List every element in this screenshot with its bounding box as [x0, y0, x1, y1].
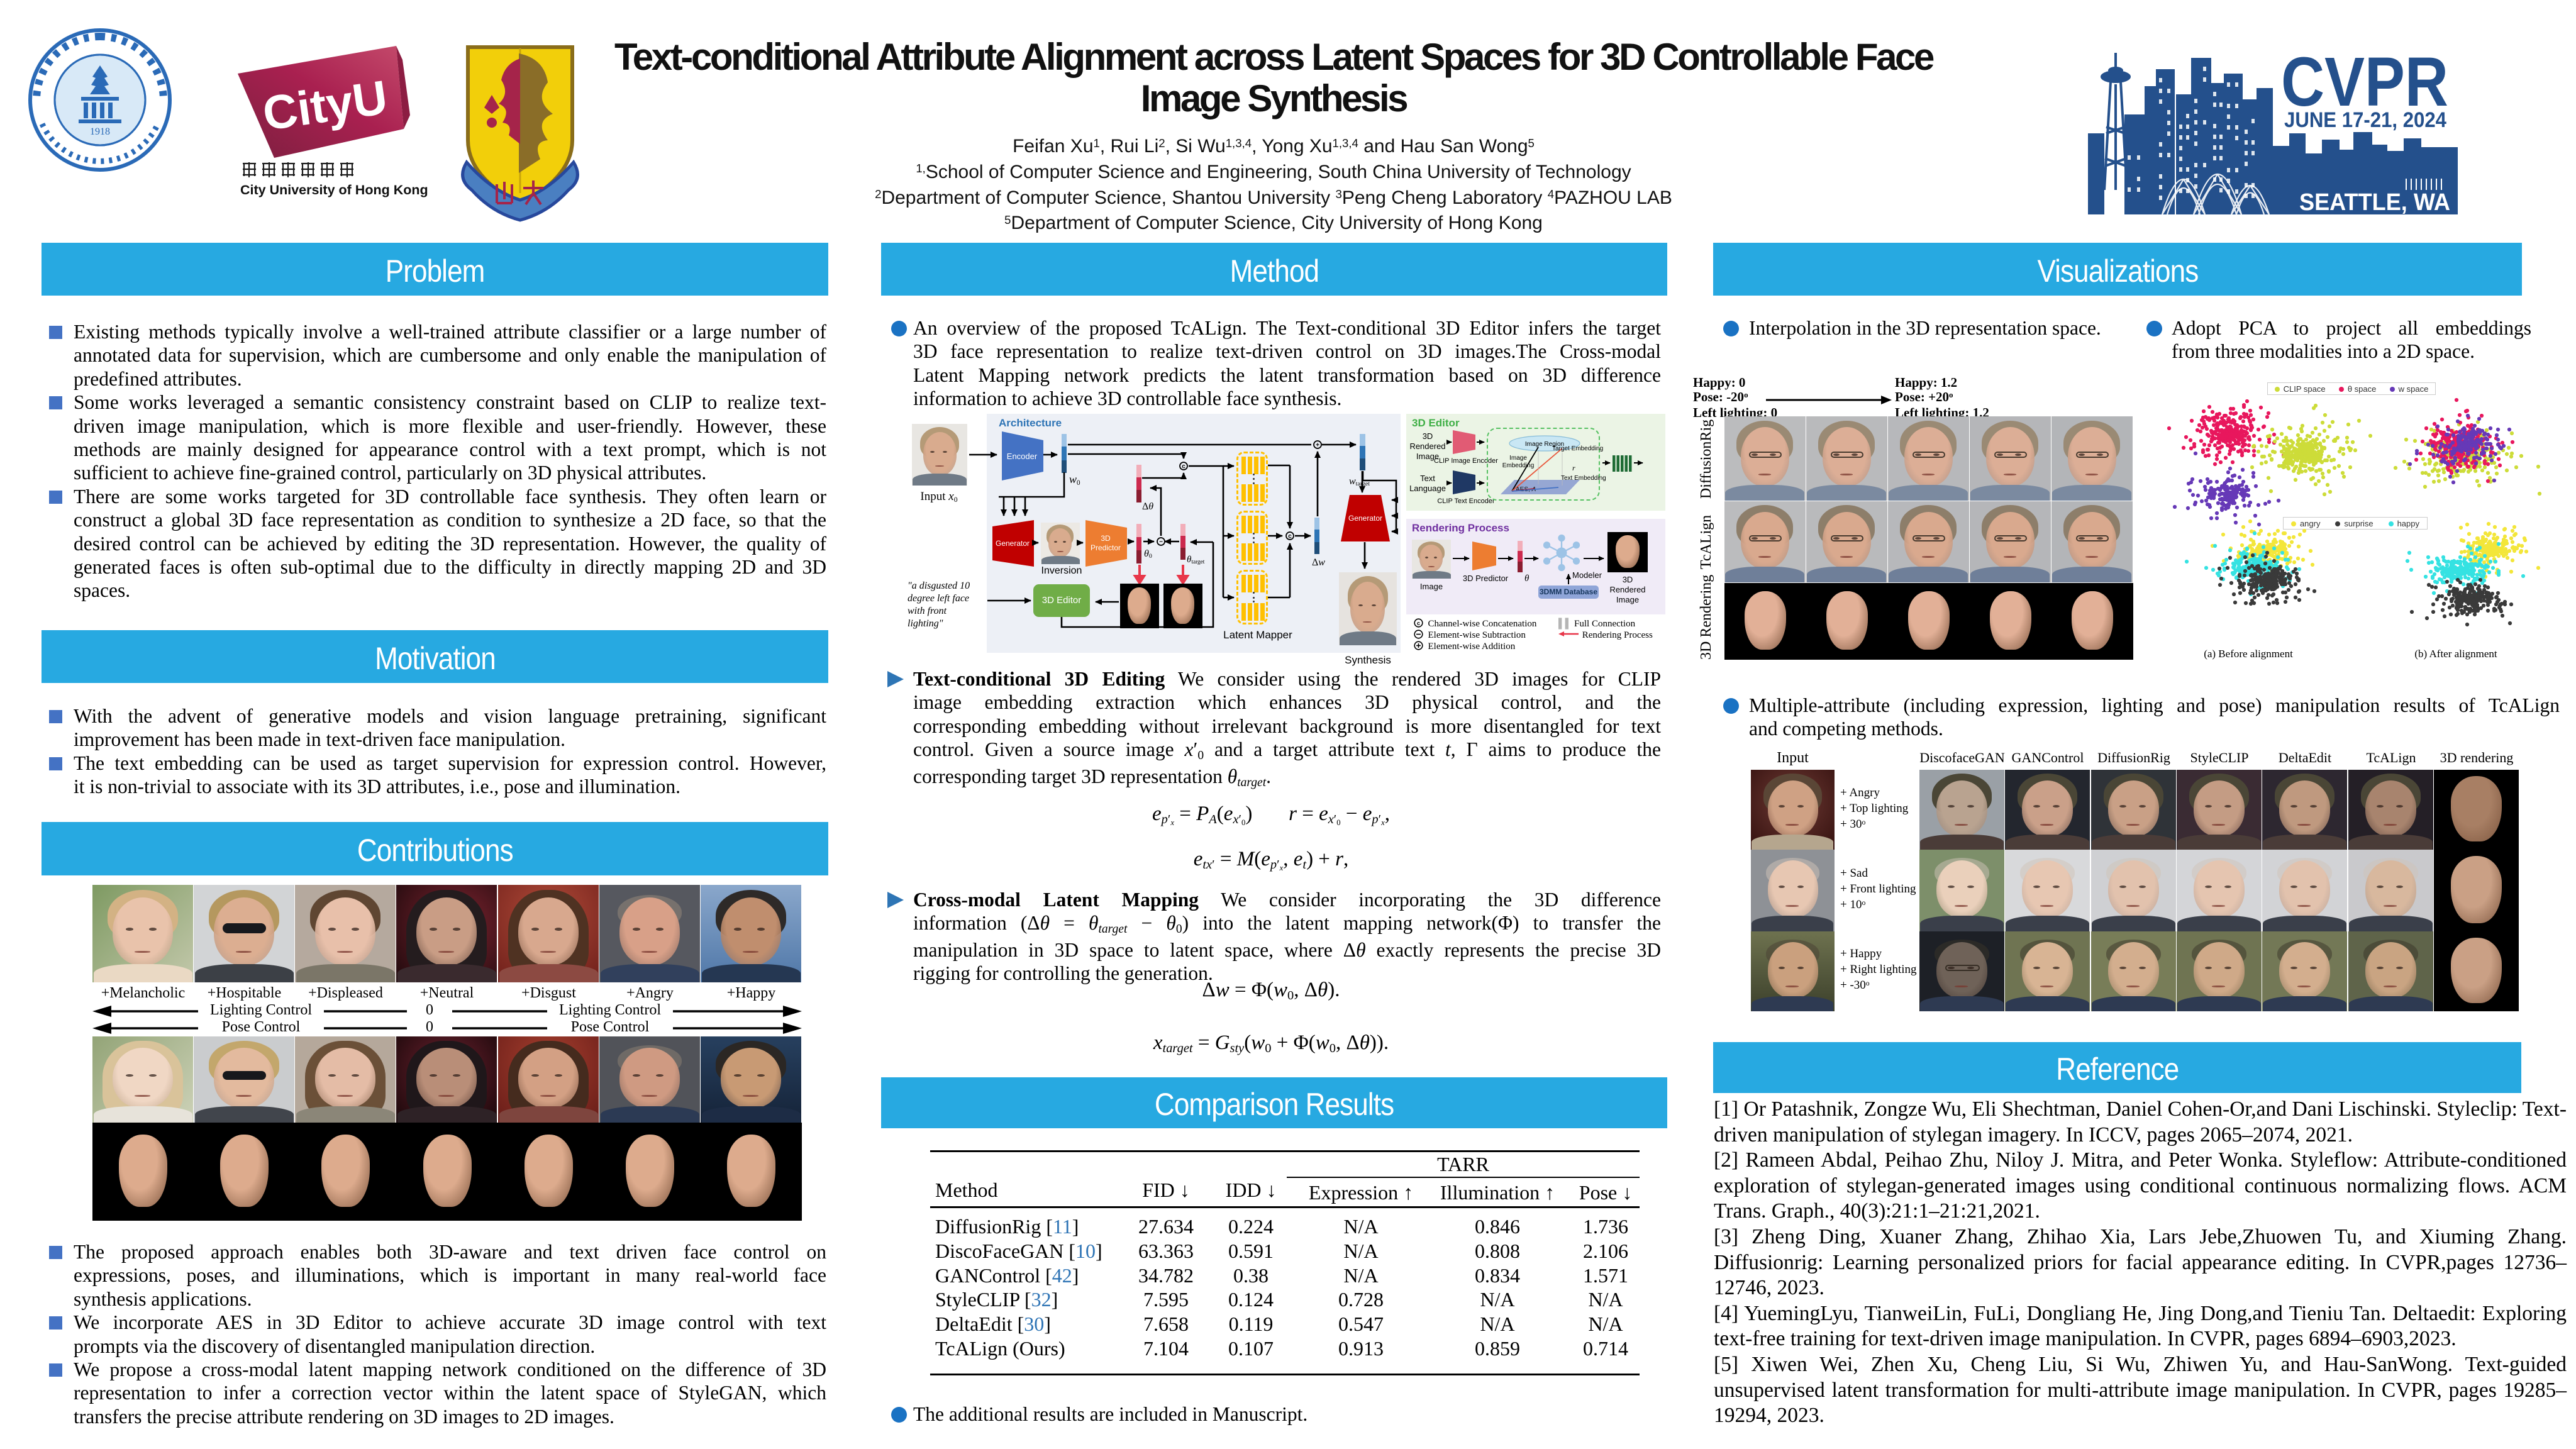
svg-text:SEATTLE, WA: SEATTLE, WA	[2299, 189, 2450, 216]
svg-text:c: c	[1182, 464, 1185, 470]
svg-text:−: −	[1159, 539, 1163, 546]
svg-text:+: +	[1316, 442, 1319, 449]
svg-text:Predictor: Predictor	[1091, 543, 1121, 552]
svg-text:JUNE 17-21, 2024: JUNE 17-21, 2024	[2284, 108, 2446, 132]
svg-text:c: c	[1288, 533, 1292, 540]
svg-text:CVPR: CVPR	[2281, 43, 2448, 121]
svg-text:Generator: Generator	[1348, 514, 1382, 523]
svg-text:1918: 1918	[90, 126, 110, 137]
svg-text:c: c	[1417, 620, 1420, 626]
svg-text:3D: 3D	[1101, 534, 1111, 543]
svg-text:Image Region: Image Region	[1525, 441, 1564, 448]
svg-text:Encoder: Encoder	[1007, 452, 1038, 461]
svg-text:Generator: Generator	[996, 539, 1030, 548]
